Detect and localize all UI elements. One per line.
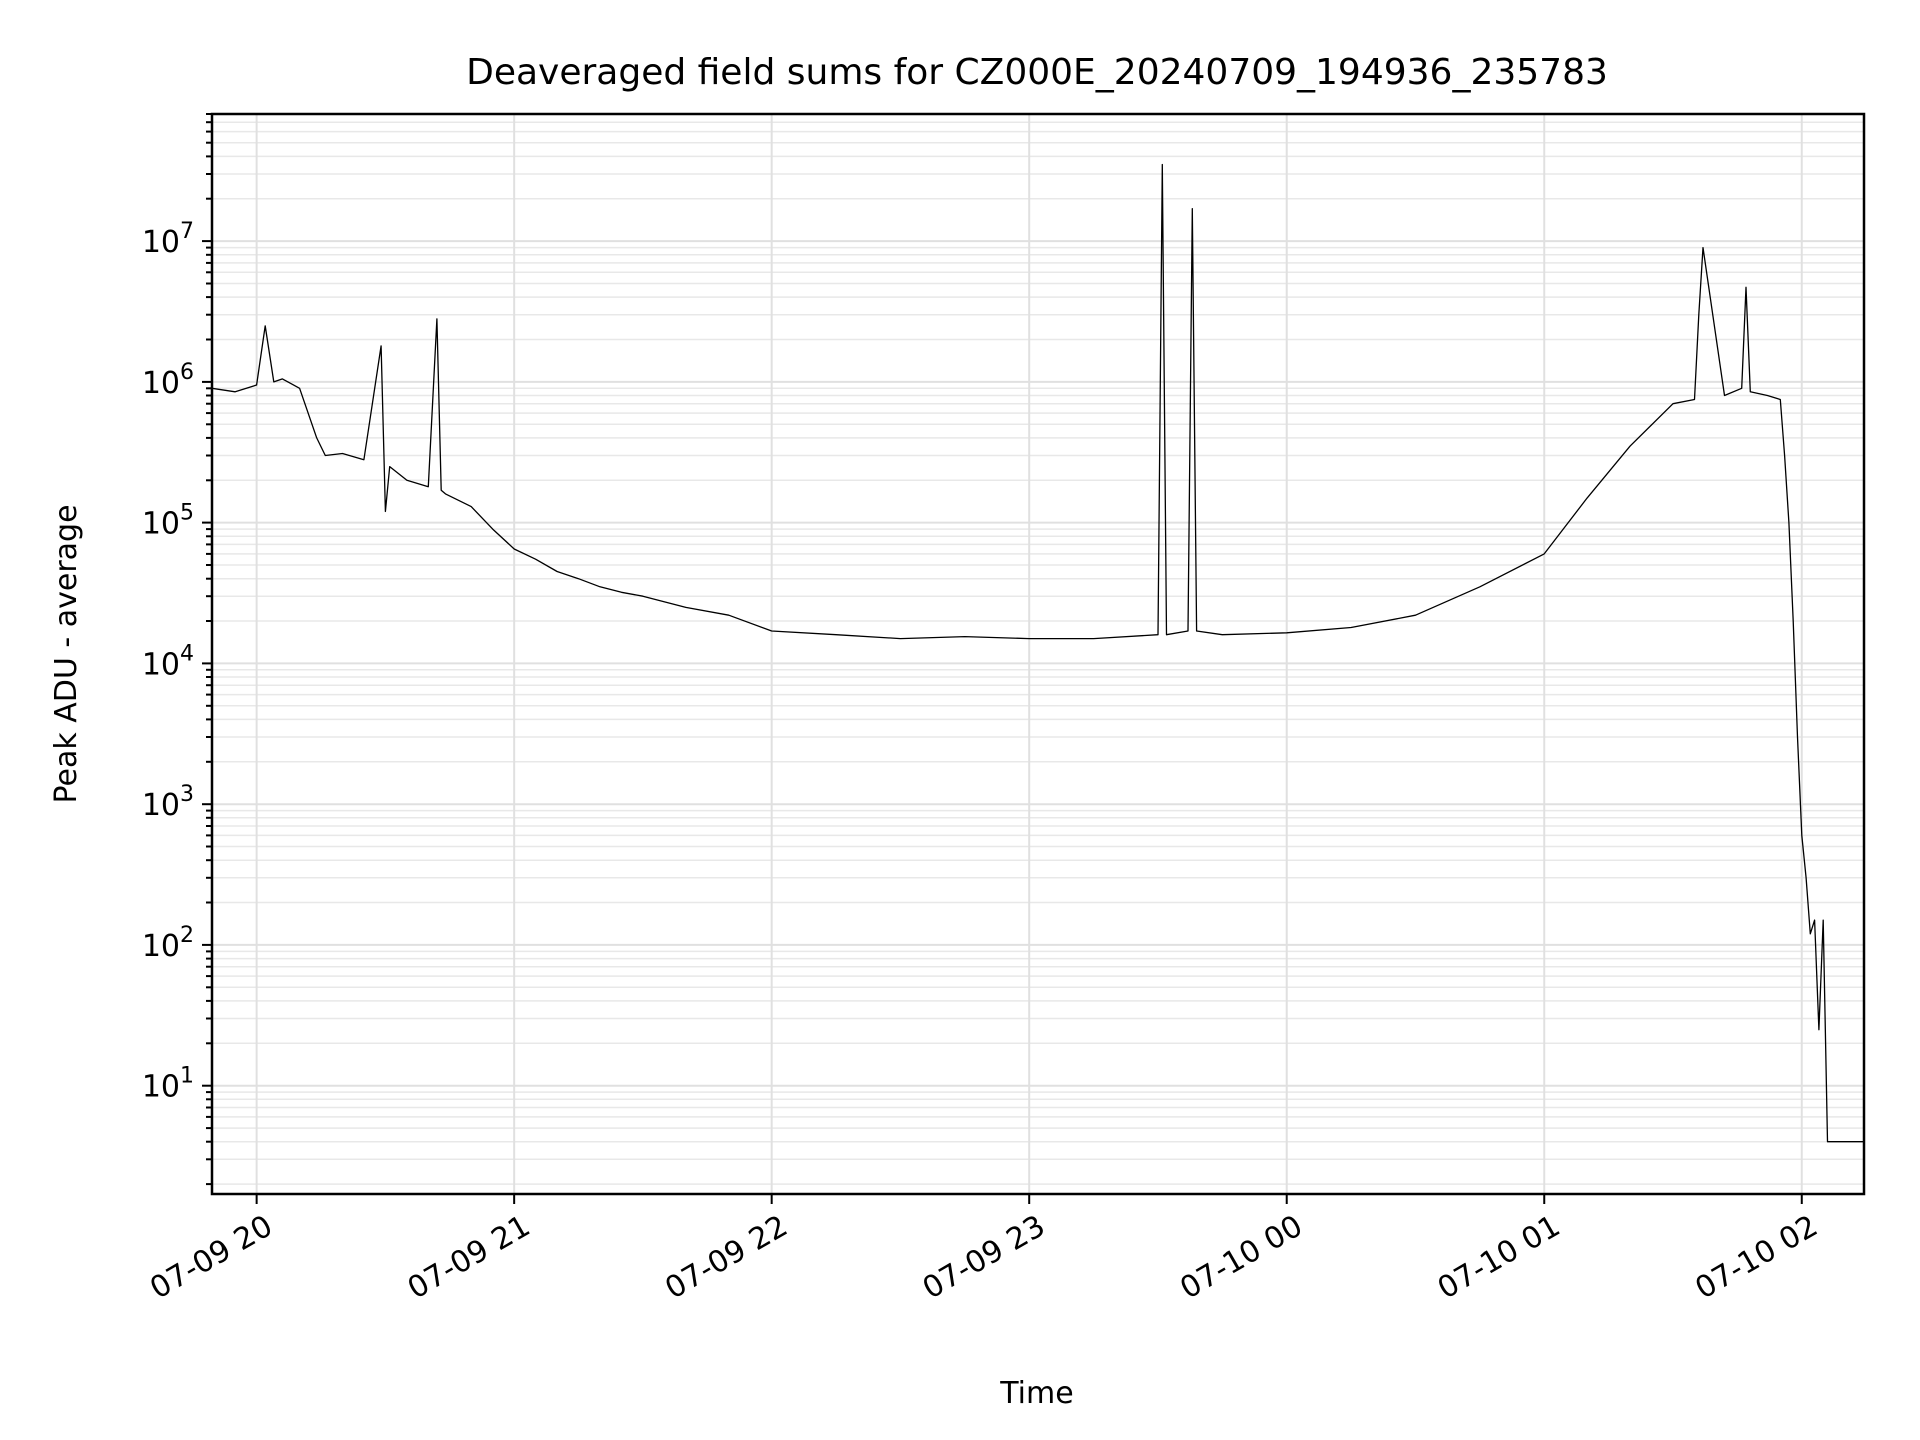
y-tick-label: 107: [142, 219, 194, 260]
y-tick-label: 103: [142, 782, 194, 823]
chart-title: Deaveraged field sums for CZ000E_2024070…: [466, 52, 1608, 93]
y-axis-label: Peak ADU - average: [49, 504, 84, 803]
plot-frame: [210, 112, 1866, 1196]
y-tick-label: 102: [142, 923, 194, 964]
y-tick-label: 104: [142, 641, 194, 682]
series-layer: [212, 163, 1864, 1143]
series-line-0: [212, 163, 1864, 1143]
grid-layer: [212, 113, 1864, 1194]
y-tick-label: 106: [142, 360, 194, 401]
ticks-layer: [202, 113, 1803, 1204]
x-axis-label: Time: [999, 1376, 1073, 1411]
y-tick-label: 105: [142, 501, 194, 542]
y-tick-label: 101: [142, 1064, 194, 1105]
